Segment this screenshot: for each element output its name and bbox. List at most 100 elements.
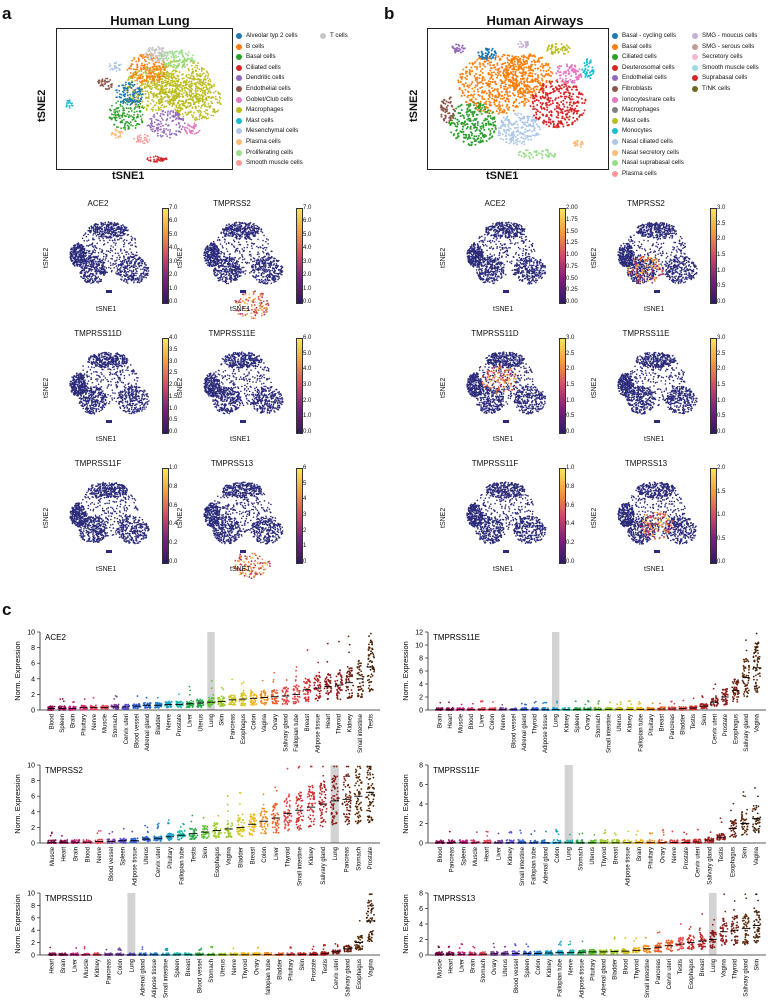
strip-brain bbox=[58, 952, 69, 956]
colorbar-tick: 0.0 bbox=[169, 299, 177, 305]
category-label: Prostate bbox=[177, 713, 183, 736]
category-label: Uterus bbox=[198, 714, 204, 732]
feature-map-points bbox=[203, 351, 284, 423]
category-label: Skin bbox=[203, 847, 209, 859]
strip-breast bbox=[656, 702, 667, 711]
colorbar-tick: 4.0 bbox=[169, 245, 177, 251]
legend-swatch bbox=[692, 86, 698, 92]
strip-esophagus bbox=[729, 802, 738, 838]
colorbar-tick: 0.0 bbox=[566, 559, 574, 565]
category-label: Muscle bbox=[50, 846, 56, 866]
category-label: Pituitary bbox=[81, 714, 87, 736]
y-tick-label: 2 bbox=[419, 937, 423, 944]
colorbar bbox=[296, 338, 303, 434]
category-label: Vagina bbox=[368, 958, 374, 977]
category-label: Blood bbox=[49, 714, 55, 729]
legend-swatch bbox=[692, 54, 698, 61]
feature-map-xlabel: tSNE1 bbox=[230, 306, 250, 313]
strip-prostate bbox=[175, 693, 184, 709]
legend-label: Deuterosomal cells bbox=[622, 63, 675, 73]
category-label: Testis bbox=[691, 714, 697, 729]
strip-lung bbox=[709, 918, 717, 950]
category-label: Breast bbox=[700, 959, 706, 977]
strip-thyroid bbox=[632, 937, 642, 954]
legend-label: T cells bbox=[330, 31, 348, 41]
category-label: Pancreas bbox=[656, 959, 662, 984]
airways-xlabel: tSNE1 bbox=[486, 170, 518, 182]
strip-skin bbox=[752, 893, 762, 944]
category-label: Adrenal gland bbox=[145, 714, 151, 751]
feature-map-outlier bbox=[503, 290, 509, 293]
panel-label-b: b bbox=[384, 4, 394, 24]
feature-map-points bbox=[466, 481, 547, 553]
colorbar-tick: 6.0 bbox=[303, 218, 311, 224]
feature-map-outlier bbox=[240, 550, 246, 553]
strip-skin bbox=[699, 695, 709, 710]
strip-ovary bbox=[270, 671, 279, 705]
y-tick-label: 0 bbox=[419, 708, 423, 715]
category-label: Kidney bbox=[309, 847, 315, 865]
strip-colon bbox=[249, 689, 258, 706]
category-label: Blood bbox=[623, 959, 629, 974]
lung-legend-item: Smooth muscle cells bbox=[236, 158, 303, 168]
category-label: Heart bbox=[326, 714, 332, 729]
category-label: Fallopian tube bbox=[532, 846, 538, 884]
category-label: Stomach bbox=[596, 714, 602, 738]
category-label: Lung bbox=[333, 847, 339, 860]
y-axis-label: Norm. Expression bbox=[13, 641, 22, 701]
strip-chart-tmprss11f: 0 2 4 6 8 TMPRSS11F Norm. Expression Blood Pancr… bbox=[401, 763, 766, 886]
category-label: Adipose tissue bbox=[132, 846, 138, 886]
legend-label: Monocytes bbox=[622, 126, 652, 136]
category-label: Muscle bbox=[437, 958, 443, 978]
category-label: Nerve bbox=[672, 846, 678, 863]
colorbar-tick: 7.0 bbox=[169, 205, 177, 211]
lung-highlight-band bbox=[207, 632, 215, 710]
strip-adipose-tissue bbox=[576, 940, 587, 956]
legend-swatch bbox=[612, 117, 618, 124]
legend-swatch bbox=[236, 64, 242, 71]
legend-label: B cells bbox=[246, 42, 264, 52]
feature-map-outlier bbox=[654, 290, 660, 293]
strip-breast bbox=[302, 649, 312, 703]
category-label: Adrenal gland bbox=[543, 847, 549, 884]
airways-legend-item: Mast cells bbox=[612, 116, 650, 126]
strip-vagina bbox=[259, 679, 269, 706]
strip-pancreas bbox=[446, 830, 457, 844]
category-label: Brain bbox=[437, 714, 443, 728]
category-label: Nerve bbox=[97, 846, 103, 863]
colorbar-tick: 3.5 bbox=[169, 347, 177, 353]
category-label: Salivary gland bbox=[346, 959, 352, 997]
category-label: Muscle bbox=[103, 713, 109, 733]
strip-lung bbox=[329, 765, 340, 826]
strip-brain bbox=[633, 830, 645, 844]
colorbar-tick: 2.0 bbox=[303, 272, 311, 278]
feature-map-outlier bbox=[654, 420, 660, 423]
feature-map-xlabel: tSNE1 bbox=[230, 436, 250, 443]
colorbar-tick: 7.0 bbox=[303, 205, 311, 211]
strip-nerve bbox=[566, 940, 575, 956]
colorbar-tick: 2 bbox=[303, 528, 306, 534]
y-tick-label: 6 bbox=[419, 669, 423, 676]
strip-muscle bbox=[455, 703, 465, 711]
lung-xlabel: tSNE1 bbox=[112, 170, 144, 182]
category-label: Heart bbox=[448, 714, 454, 729]
category-label: Esophagus bbox=[241, 714, 247, 744]
category-label: Breast bbox=[305, 714, 311, 732]
y-tick-label: 8 bbox=[31, 645, 35, 652]
category-label: Pituitary bbox=[168, 847, 174, 869]
category-label: Kidney bbox=[95, 959, 101, 977]
category-label: Stomach bbox=[578, 847, 584, 871]
feature-map-points bbox=[69, 481, 150, 553]
feature-map-ylabel: tSNE2 bbox=[43, 248, 50, 268]
colorbar-tick: 1.5 bbox=[717, 382, 725, 388]
category-label: Nerve bbox=[569, 958, 575, 975]
feature-map-points bbox=[466, 221, 546, 293]
category-label: Thyroid bbox=[337, 714, 343, 734]
legend-label: Goblet/Club cells bbox=[246, 95, 293, 105]
legend-label: Smooth muscle cells bbox=[246, 158, 303, 168]
colorbar-tick: 0.8 bbox=[169, 484, 177, 490]
y-axis-label: Norm. Expression bbox=[13, 894, 22, 954]
colorbar-tick: 2.5 bbox=[717, 351, 725, 357]
category-label: Fallopian tube bbox=[638, 713, 644, 751]
airways-legend-item: Macrophages bbox=[612, 105, 660, 115]
